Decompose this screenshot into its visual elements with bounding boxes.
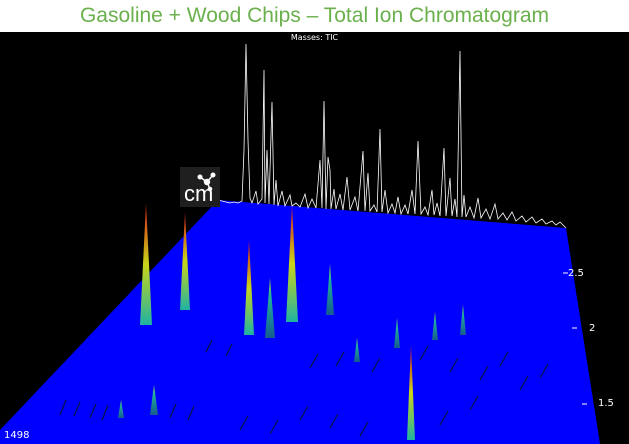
title-bar: Gasoline + Wood Chips – Total Ion Chroma… (0, 0, 629, 32)
peak (180, 212, 190, 310)
peak (140, 203, 152, 325)
surface-plane (0, 200, 600, 444)
y-tick-label: 2.5 (568, 268, 584, 279)
peak (432, 312, 438, 340)
logo-text: cm (184, 181, 213, 206)
peak (326, 264, 334, 315)
molecule-icon (197, 172, 216, 192)
peak (244, 240, 254, 335)
cm-logo: cm (180, 167, 220, 207)
peak (286, 205, 298, 322)
peak (407, 345, 415, 440)
chromatogram-3d-view[interactable] (0, 32, 629, 444)
peak (150, 385, 158, 415)
masses-label: Masses: TIC (290, 33, 339, 42)
peak (460, 305, 466, 335)
x-tick-label: 1498 (4, 430, 30, 441)
y-tick-label: 1.5 (598, 398, 614, 409)
peak (394, 318, 400, 348)
peak-group (118, 203, 466, 440)
right-axis (563, 272, 587, 405)
peak (354, 338, 360, 362)
peak (118, 400, 124, 418)
page-title: Gasoline + Wood Chips – Total Ion Chroma… (79, 4, 550, 27)
y-tick-label: 2 (589, 323, 596, 334)
tic-trace (217, 43, 567, 229)
peak (265, 278, 275, 338)
minor-peaks (59, 339, 549, 437)
